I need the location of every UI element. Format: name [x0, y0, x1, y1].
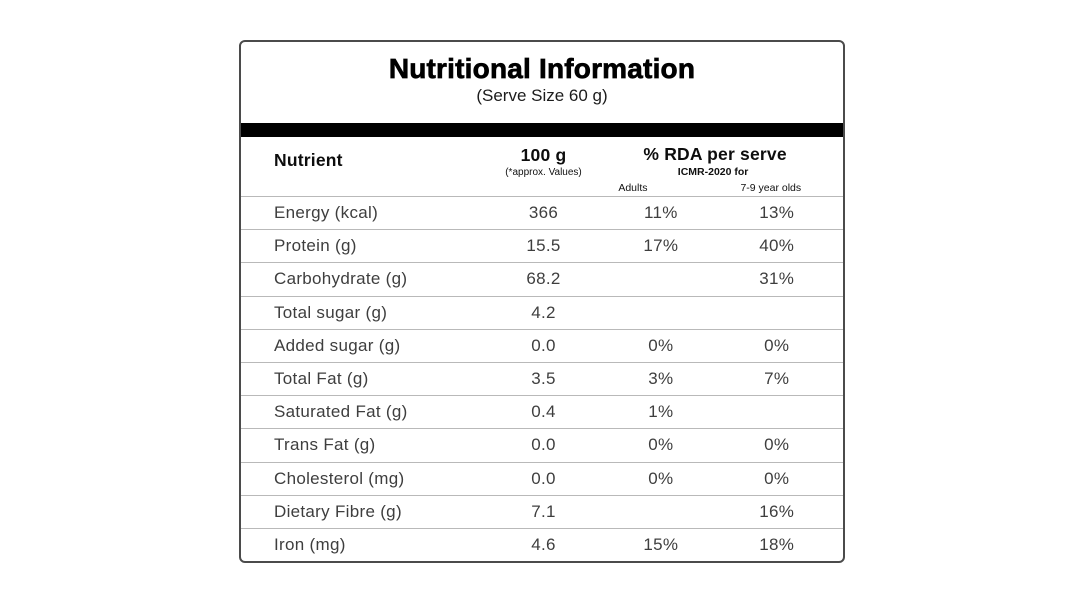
- rda-children-value: 16%: [759, 501, 795, 521]
- table-row-protein: Protein (g) 15.5 17% 40%: [241, 229, 843, 262]
- nutrient-name: Protein (g): [274, 236, 357, 256]
- nutrient-name: Dietary Fibre (g): [274, 501, 402, 521]
- table-row-total-fat: Total Fat (g) 3.5 3% 7%: [241, 361, 843, 395]
- table-row-trans-fat: Trans Fat (g) 0.0 0% 0%: [241, 428, 843, 461]
- value-per-100g: 68.2: [526, 269, 561, 289]
- column-header-rda-note: ICMR-2020 for: [677, 166, 749, 178]
- nutrient-name: Energy (kcal): [274, 203, 379, 223]
- nutrient-name: Total sugar (g): [274, 302, 388, 322]
- table-header-row: Nutrient 100 g (*approx. Values) % RDA p…: [241, 137, 843, 196]
- rda-adults-value: 0%: [648, 335, 674, 355]
- rda-children-value: 0%: [764, 335, 790, 355]
- rda-children-value: 31%: [759, 269, 795, 289]
- table-row-total-sugar: Total sugar (g) 4.2: [241, 295, 843, 329]
- rda-subheader-row: Adults 7-9 year olds: [611, 182, 843, 194]
- rda-children-value: 18%: [759, 534, 795, 554]
- value-per-100g: 366: [528, 203, 559, 223]
- value-per-100g: 0.4: [531, 402, 556, 422]
- nutrient-name: Added sugar (g): [274, 335, 401, 355]
- table-row-cholesterol: Cholesterol (mg) 0.0 0% 0%: [241, 461, 843, 495]
- table-row-saturated-fat: Saturated Fat (g) 0.4 1%: [241, 395, 843, 428]
- rda-children-value: 40%: [759, 236, 795, 256]
- rda-children-value: 13%: [759, 203, 795, 223]
- column-subheader-children: 7-9 year olds: [740, 182, 802, 194]
- column-header-100g: 100 g: [520, 145, 567, 165]
- value-per-100g: 4.2: [531, 302, 556, 322]
- column-header-rda: % RDA per serve: [643, 144, 787, 164]
- column-header-nutrient: Nutrient: [274, 150, 343, 170]
- value-per-100g: 0.0: [531, 468, 556, 488]
- rda-adults-value: 17%: [643, 236, 679, 256]
- rda-adults-value: 0%: [648, 435, 674, 455]
- card-header: Nutritional Information (Serve Size 60 g…: [241, 42, 843, 123]
- rda-children-value: 0%: [764, 435, 790, 455]
- nutrient-name: Trans Fat (g): [274, 435, 376, 455]
- table-row-energy: Energy (kcal) 366 11% 13%: [241, 196, 843, 229]
- column-header-rda-group: % RDA per serve ICMR-2020 for Adults 7-9…: [611, 137, 843, 196]
- rda-children-value: 0%: [764, 468, 790, 488]
- rda-adults-value: 1%: [648, 402, 674, 422]
- table-row-added-sugar: Added sugar (g) 0.0 0% 0%: [241, 328, 843, 362]
- value-per-100g: 0.0: [531, 335, 556, 355]
- value-per-100g: 3.5: [531, 369, 556, 389]
- column-subheader-adults: Adults: [618, 182, 648, 194]
- nutrient-name: Total Fat (g): [274, 369, 369, 389]
- column-header-100g-group: 100 g (*approx. Values): [476, 137, 611, 196]
- nutrient-name: Carbohydrate (g): [274, 269, 408, 289]
- value-per-100g: 4.6: [531, 534, 556, 554]
- rda-adults-value: 11%: [644, 203, 678, 223]
- value-per-100g: 15.5: [526, 236, 561, 256]
- table-row-carbohydrate: Carbohydrate (g) 68.2 31%: [241, 262, 843, 295]
- value-per-100g: 0.0: [531, 435, 556, 455]
- nutrient-name: Cholesterol (mg): [274, 468, 405, 488]
- table-body: Energy (kcal) 366 11% 13% Protein (g) 15…: [241, 196, 843, 561]
- table-row-iron: Iron (mg) 4.6 15% 18%: [241, 527, 843, 561]
- rda-children-value: 7%: [764, 369, 790, 389]
- rda-adults-value: 0%: [648, 468, 674, 488]
- nutrient-name: Saturated Fat (g): [274, 402, 408, 422]
- table-row-dietary-fibre: Dietary Fibre (g) 7.1 16%: [241, 494, 843, 528]
- rda-adults-value: 15%: [643, 534, 679, 554]
- value-per-100g: 7.1: [531, 501, 556, 521]
- divider-bar: [241, 123, 843, 137]
- rda-adults-value: 3%: [648, 369, 674, 389]
- column-header-100g-note: (*approx. Values): [505, 167, 582, 178]
- nutrient-name: Iron (mg): [274, 534, 346, 554]
- serve-size-subtitle: (Serve Size 60 g): [476, 86, 608, 105]
- nutrition-label-card: Nutritional Information (Serve Size 60 g…: [239, 40, 845, 563]
- page-title: Nutritional Information: [388, 53, 696, 85]
